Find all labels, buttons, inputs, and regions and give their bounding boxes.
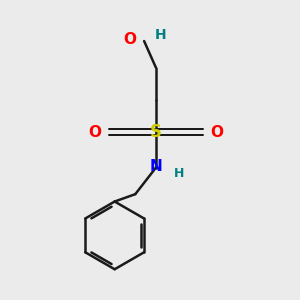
Text: O: O	[210, 125, 224, 140]
Text: O: O	[124, 32, 137, 47]
Text: H: H	[154, 28, 166, 42]
Text: O: O	[88, 125, 101, 140]
Text: S: S	[150, 123, 162, 141]
Text: H: H	[174, 167, 184, 180]
Text: N: N	[149, 159, 162, 174]
